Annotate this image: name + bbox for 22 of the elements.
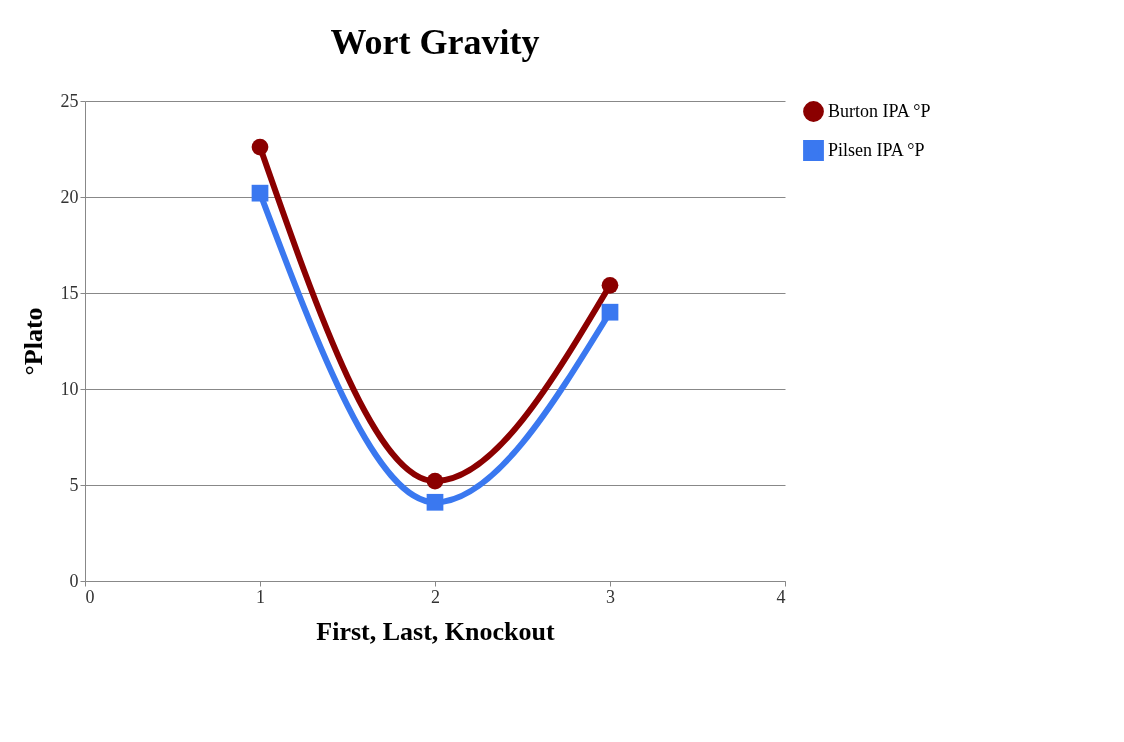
- point: [426, 472, 444, 490]
- y-tick-label: 25: [60, 90, 79, 111]
- legend-label: Pilsen IPA °P: [828, 139, 925, 160]
- point: [601, 303, 619, 321]
- chart-title: Wort Gravity: [330, 22, 540, 62]
- legend-label: Burton IPA °P: [828, 100, 931, 121]
- x-tick-label: 0: [85, 586, 95, 607]
- y-axis-title: °Plato: [18, 307, 48, 376]
- y-tick-label: 10: [60, 378, 79, 399]
- x-tick-label: 3: [606, 586, 615, 607]
- x-tick-label: 4: [776, 586, 786, 607]
- x-tick-label: 2: [431, 586, 440, 607]
- y-tick-label: 20: [60, 186, 79, 207]
- point: [251, 184, 269, 202]
- x-tick-label: 1: [256, 586, 265, 607]
- x-axis-title: First, Last, Knockout: [316, 616, 556, 646]
- y-tick-label: 5: [69, 474, 79, 495]
- y-tick-label: 15: [60, 282, 79, 303]
- y-tick-label: 0: [69, 570, 79, 591]
- point: [426, 493, 444, 511]
- point: [251, 138, 269, 156]
- point: [601, 276, 619, 294]
